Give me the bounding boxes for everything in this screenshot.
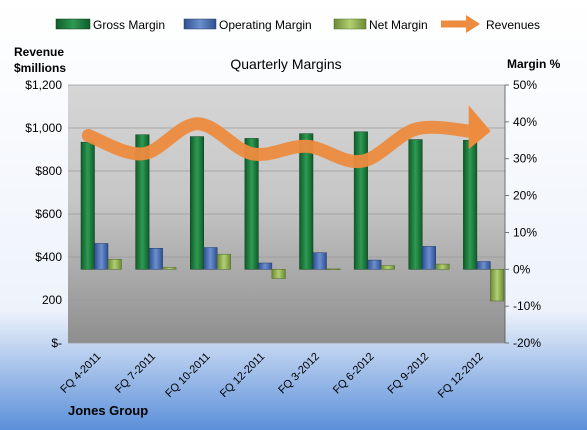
left-axis-title-line2: $millions <box>14 61 66 75</box>
right-axis-ticks: -20% -10% 0% 10% 20% 30% 40% 50% <box>504 78 541 350</box>
legend-item-gross-margin: Gross Margin <box>55 18 165 32</box>
bar-net-margin-fq-3-2012 <box>326 268 341 270</box>
left-tick-label: $400 <box>35 250 62 264</box>
bar-operating-margin-fq-6-2012 <box>367 259 382 270</box>
revenue-line-path <box>81 117 478 169</box>
revenue-line <box>81 105 491 169</box>
bar-operating-margin-fq-4-2011 <box>94 243 109 270</box>
right-tick-label: 40% <box>513 115 537 129</box>
right-tick-label: 10% <box>513 225 537 239</box>
right-tick-label: -20% <box>513 336 541 350</box>
right-tick-label: 20% <box>513 189 537 203</box>
right-tick-label: 30% <box>513 152 537 166</box>
bar-net-margin-fq-12-2011 <box>271 269 286 279</box>
legend-label-gross-margin: Gross Margin <box>93 18 165 32</box>
bar-operating-margin-fq-3-2012 <box>312 252 327 270</box>
legend-item-revenues: Revenues <box>441 15 540 33</box>
legend-item-operating-margin: Operating Margin <box>183 18 312 32</box>
bar-net-margin-fq-4-2011 <box>107 259 122 270</box>
bar-operating-margin-fq-12-2012 <box>476 261 491 270</box>
left-tick-label: $800 <box>35 164 62 178</box>
right-tick-label: 0% <box>513 262 531 276</box>
legend-arrowhead-revenues <box>466 15 480 33</box>
bar-operating-margin-fq-7-2011 <box>148 248 163 270</box>
bar-net-margin-fq-12-2012 <box>490 269 505 302</box>
left-axis-ticks: $- 200 $400 $600 $800 $1,000 $1,200 <box>25 78 62 350</box>
left-tick-label: $600 <box>35 207 62 221</box>
bar-gross-margin-fq-4-2011 <box>80 141 95 270</box>
bar-gross-margin-fq-7-2011 <box>135 134 150 270</box>
right-tick-label: 50% <box>513 78 537 92</box>
bar-gross-margin-fq-12-2012 <box>463 140 478 270</box>
bar-net-margin-fq-7-2011 <box>162 267 177 270</box>
bar-operating-margin-fq-9-2012 <box>422 246 436 270</box>
bar-net-margin-fq-9-2012 <box>435 263 450 270</box>
legend-label-net-margin: Net Margin <box>369 18 428 32</box>
left-tick-label: $1,000 <box>25 121 62 135</box>
bar-operating-margin-fq-12-2011 <box>258 262 273 270</box>
right-axis-title: Margin % <box>507 57 561 71</box>
legend-label-revenues: Revenues <box>486 18 540 32</box>
legend-swatch-net-margin <box>333 18 367 30</box>
left-tick-label: $1,200 <box>25 78 62 92</box>
bar-gross-margin-fq-3-2012 <box>299 133 314 270</box>
company-name: Jones Group <box>68 403 148 418</box>
legend-swatch-operating-margin <box>183 18 217 30</box>
bar-operating-margin-fq-10-2011 <box>203 247 218 270</box>
left-tick-label: $- <box>51 336 62 350</box>
chart-title: Quarterly Margins <box>230 56 341 72</box>
bar-net-margin-fq-6-2012 <box>380 265 395 270</box>
bars <box>80 131 505 302</box>
legend-swatch-gross-margin <box>55 18 91 30</box>
bar-gross-margin-fq-9-2012 <box>408 139 423 270</box>
left-axis-title-line1: Revenue <box>14 45 64 59</box>
legend-item-net-margin: Net Margin <box>333 18 428 32</box>
legend: Gross Margin Operating Margin Net Margin… <box>55 15 540 33</box>
bar-net-margin-fq-10-2011 <box>217 253 231 270</box>
left-tick-label: 200 <box>42 293 62 307</box>
revenue-line-arrowhead <box>468 105 491 150</box>
bar-gross-margin-fq-6-2012 <box>353 131 368 270</box>
right-tick-label: -10% <box>513 299 541 313</box>
legend-label-operating-margin: Operating Margin <box>219 18 312 32</box>
bar-gross-margin-fq-12-2011 <box>244 138 259 270</box>
bar-gross-margin-fq-10-2011 <box>190 136 204 270</box>
